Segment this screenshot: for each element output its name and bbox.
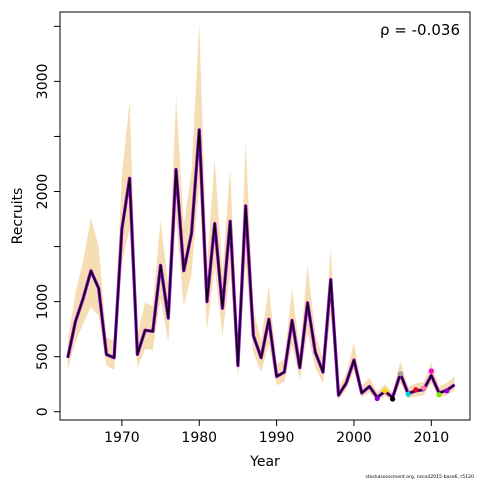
plot-frame	[59, 11, 471, 421]
y-tick-label: 2000	[35, 174, 51, 210]
retro-point	[382, 388, 388, 394]
source-footnote: stockassessment.org, nscod2015-base6, r5…	[365, 474, 474, 480]
retro-point	[413, 387, 419, 393]
x-axis: 1970 1980 1990 2000 2010	[104, 420, 449, 446]
retro-point	[444, 388, 450, 394]
y-axis: 0 500 1000 2000 3000	[35, 25, 60, 416]
retro-point	[420, 385, 427, 391]
retro-point	[390, 396, 396, 402]
x-tick-label: 1970	[104, 430, 140, 446]
x-tick-label: 2010	[414, 430, 450, 446]
x-tick-label: 2000	[336, 430, 372, 446]
y-axis-title: Recruits	[10, 188, 26, 245]
confidence-band	[67, 23, 455, 402]
y-tick-label: 500	[35, 343, 51, 370]
recruits-series-line	[67, 129, 455, 399]
y-tick-label: 3000	[35, 64, 51, 100]
x-axis-title: Year	[249, 454, 280, 470]
retro-point-layer	[374, 368, 450, 402]
x-tick-label: 1980	[181, 430, 217, 446]
series-line-layer	[66, 128, 456, 400]
retro-point	[374, 395, 380, 402]
y-tick-label: 0	[35, 407, 51, 416]
retro-point	[436, 392, 442, 398]
rho-annotation: ρ = -0.036	[380, 21, 460, 39]
retro-point	[397, 371, 403, 377]
x-tick-label: 1990	[259, 430, 295, 446]
retro-point	[405, 391, 411, 397]
y-tick-label: 1000	[35, 284, 51, 320]
confidence-band-layer	[67, 23, 455, 402]
retro-point	[428, 368, 434, 374]
